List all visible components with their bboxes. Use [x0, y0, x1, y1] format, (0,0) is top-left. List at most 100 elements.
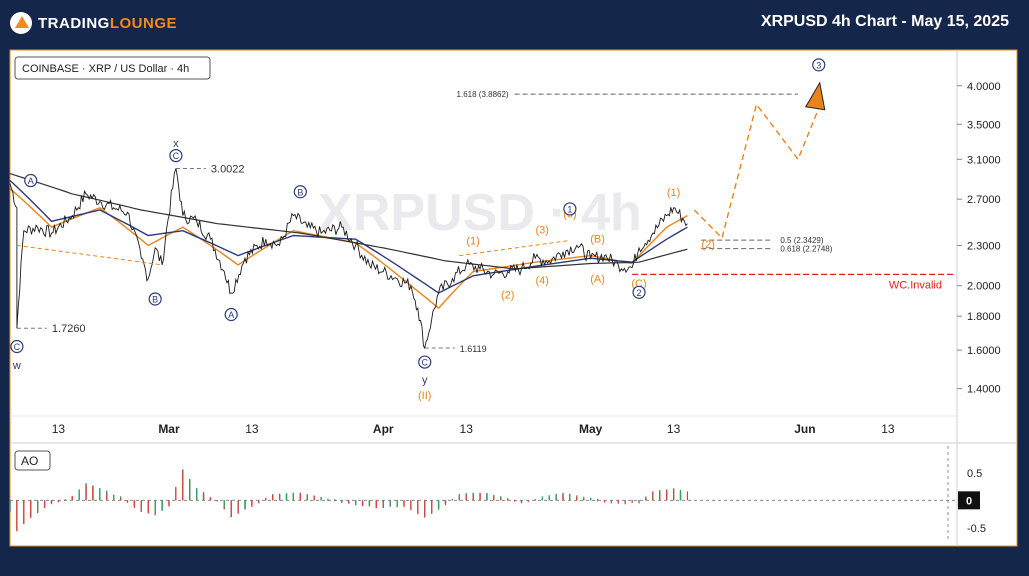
target-triangle: [804, 81, 826, 111]
ao-bar: [175, 488, 177, 501]
ao-bar: [451, 499, 453, 501]
ao-bar: [327, 500, 329, 501]
ao-bar: [334, 500, 336, 501]
wave-label: w: [12, 360, 21, 372]
ao-bar: [30, 500, 32, 517]
ao-bar: [92, 486, 94, 501]
ao-bar: [631, 500, 633, 503]
ao-bar: [652, 491, 654, 501]
ao-label-box: [14, 450, 51, 471]
ao-bar: [645, 497, 647, 501]
ao-bar: [168, 500, 170, 507]
ao-bar: [341, 500, 343, 501]
ao-bar: [209, 497, 212, 501]
price-tick-label: 1.4000: [967, 384, 1001, 396]
ao-bar: [140, 500, 142, 512]
symbol-watermark: XRPUSD · 4h: [318, 184, 642, 242]
chart-title: XRPUSD 4h Chart - May 15, 2025: [760, 13, 1009, 30]
wave-label-circle: [632, 285, 646, 299]
ao-bar: [375, 500, 377, 509]
time-tick-label: 13: [460, 422, 474, 436]
ao-bar: [679, 489, 682, 501]
ao-bar: [85, 485, 87, 501]
price-tick-label: 1.6000: [967, 345, 1001, 357]
ao-bar: [659, 492, 661, 501]
wave-label: (4): [536, 275, 549, 287]
ao-bar: [382, 500, 384, 508]
ao-bar: [78, 489, 80, 501]
ao-bar: [610, 500, 612, 504]
ao-bar: [361, 500, 364, 506]
ma-line: [9, 179, 688, 294]
ao-bar: [348, 500, 350, 504]
wave-label-circle: [418, 355, 432, 369]
wave-label-circle: [563, 202, 577, 216]
fib-level-label: 0.618 (2.2748): [780, 245, 832, 254]
wave-label-circle: [169, 148, 183, 163]
ao-bar: [334, 499, 336, 501]
ao-bar: [541, 498, 543, 501]
ao-bar: [527, 500, 530, 502]
ao-value-badge: [958, 491, 980, 510]
ao-bar: [486, 492, 488, 501]
ao-bar: [216, 500, 218, 502]
wave-label: C: [421, 358, 428, 368]
ao-bar: [507, 500, 509, 501]
price-tick-label: 3.5000: [967, 119, 1001, 131]
ao-bar: [355, 500, 357, 505]
wave-label: (1): [466, 235, 479, 247]
ao-bar: [299, 494, 301, 501]
wave-label: (2): [701, 239, 714, 251]
wave-label: (II): [418, 390, 431, 402]
wave-label: B: [297, 187, 303, 197]
ao-bar: [465, 494, 467, 501]
wave-label: y: [422, 374, 428, 386]
ao-bar: [64, 500, 66, 501]
time-tick-label: 13: [667, 422, 681, 436]
ao-bar: [610, 500, 612, 502]
ao-bar: [534, 499, 536, 501]
ao-bar: [410, 500, 412, 510]
fib-level-label: 0.5 (2.3429): [780, 236, 823, 245]
wave-label: A: [28, 176, 34, 186]
symbol-label: COINBASE · XRP / US Dollar · 4h: [22, 63, 189, 75]
ao-bar: [431, 500, 433, 514]
ao-bar: [285, 493, 288, 501]
ao-bar: [569, 494, 571, 501]
wave-label-circle: [224, 307, 238, 322]
wave-label-circle: [812, 58, 826, 72]
wave-label: 3: [816, 60, 821, 70]
wave-label: (A): [590, 274, 605, 286]
brand-name: TRADINGLOUNGE: [38, 15, 177, 32]
wave-label: C: [14, 342, 21, 352]
price-callout-label: 1.6119: [460, 344, 487, 354]
ao-bar: [548, 496, 550, 501]
price-tick-label: 2.3000: [967, 240, 1001, 252]
forecast-line: [693, 102, 820, 240]
wave-label: (C): [631, 278, 646, 290]
forecast-path: [16, 81, 826, 266]
ao-bar: [182, 470, 184, 501]
ao-bar: [64, 499, 66, 501]
ao-bar: [189, 478, 191, 501]
price-tick-label: 2.0000: [967, 281, 1001, 293]
ao-bar: [161, 500, 163, 509]
ao-tick-label: 0.5: [967, 468, 982, 480]
brand-logo[interactable]: TRADINGLOUNGE: [10, 12, 177, 34]
ao-bar: [444, 500, 447, 504]
wave-label: (3): [536, 225, 549, 237]
ao-bar: [126, 500, 129, 503]
wave-label: (1): [667, 187, 680, 199]
price-tick-label: 3.1000: [967, 154, 1001, 166]
ao-bar: [638, 500, 640, 502]
ao-bar: [119, 497, 122, 501]
ao-bar: [672, 488, 675, 501]
ao-bar: [403, 500, 405, 508]
ao-bar: [437, 500, 440, 509]
price-callout-label: 3.0022: [211, 164, 245, 176]
time-tick-label: 13: [245, 422, 259, 436]
ao-bar: [576, 497, 578, 501]
ao-bar: [389, 500, 391, 506]
ao-bar: [106, 493, 108, 501]
